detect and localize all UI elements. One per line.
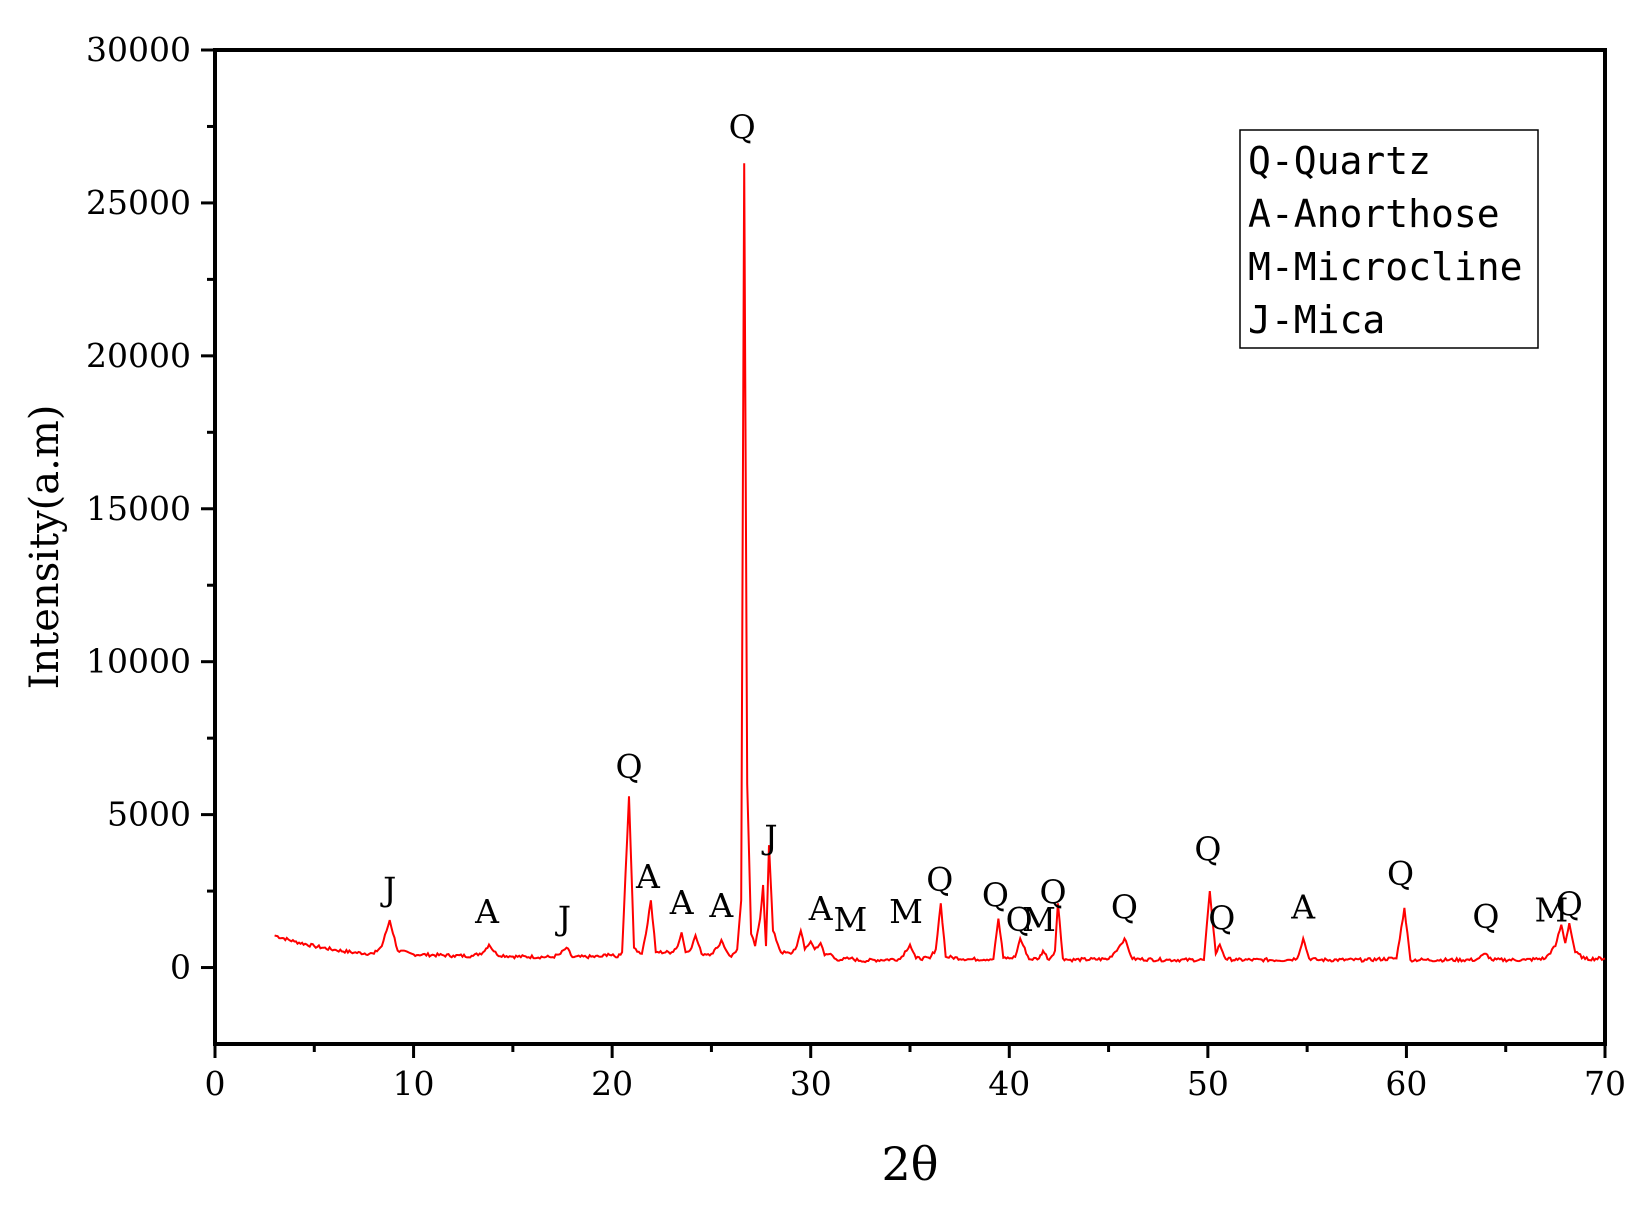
legend: Q-Quartz A-Anorthose M-Microcline J-Mica — [1239, 129, 1539, 349]
peak-label-18: Q — [1194, 829, 1221, 868]
peak-label-4: A — [635, 857, 661, 896]
peak-label-3: Q — [615, 747, 642, 786]
legend-entry-microcline: M-Microcline — [1248, 245, 1523, 289]
x-tick-label-0: 0 — [205, 1064, 226, 1103]
y-tick-label-0: 0 — [170, 948, 191, 987]
x-axis-title: 2θ — [882, 1137, 939, 1191]
y-tick-label-6: 30000 — [86, 30, 191, 69]
peak-label-16: Q — [1039, 872, 1066, 911]
x-tick-label-1: 10 — [393, 1064, 435, 1103]
peak-label-19: Q — [1208, 898, 1235, 937]
peak-label-24: Q — [1556, 885, 1583, 924]
peak-label-8: J — [761, 817, 777, 856]
peak-label-13: Q — [982, 875, 1009, 914]
peak-label-6: A — [708, 886, 734, 925]
peak-label-14: Q — [1006, 900, 1033, 939]
y-axis-title: Intensity(a.m) — [22, 405, 68, 690]
peak-label-15: M — [1022, 900, 1056, 939]
x-tick-label-2: 20 — [591, 1064, 633, 1103]
x-tick-label-6: 60 — [1385, 1064, 1427, 1103]
series-line-spectrum — [274, 163, 1606, 964]
x-tick-label-5: 50 — [1187, 1064, 1229, 1103]
x-tick-label-3: 30 — [790, 1064, 832, 1103]
peak-label-5: A — [669, 883, 695, 922]
peak-label-9: A — [808, 889, 834, 928]
peak-label-2: J — [555, 898, 571, 937]
peak-label-10: M — [834, 900, 868, 939]
peak-label-1: A — [474, 892, 500, 931]
x-tick-label-7: 70 — [1584, 1064, 1626, 1103]
y-tick-label-4: 20000 — [86, 336, 191, 375]
peak-label-0: J — [380, 869, 396, 908]
x-tick-label-4: 40 — [988, 1064, 1030, 1103]
peak-label-20: A — [1290, 888, 1316, 927]
peak-label-11: M — [889, 892, 923, 931]
legend-box — [1239, 129, 1539, 349]
y-tick-label-2: 10000 — [86, 642, 191, 681]
legend-entry-quartz: Q-Quartz — [1248, 139, 1431, 183]
legend-entry-mica: J-Mica — [1248, 298, 1385, 342]
peak-label-21: Q — [1387, 854, 1414, 893]
peak-label-22: Q — [1472, 897, 1499, 936]
peak-label-23: M — [1534, 891, 1568, 930]
peak-label-17: Q — [1111, 888, 1138, 927]
peak-label-12: Q — [926, 860, 953, 899]
peak-label-7: Q — [729, 108, 756, 147]
y-tick-label-5: 25000 — [86, 183, 191, 222]
y-axis-ticks: 0 5000 10000 15000 20000 25000 30000 — [86, 30, 215, 987]
x-axis-ticks: 0 10 20 30 40 50 60 70 — [205, 1044, 1626, 1103]
y-tick-label-1: 5000 — [107, 795, 191, 834]
legend-entry-anorthose: A-Anorthose — [1248, 192, 1500, 236]
y-tick-label-3: 15000 — [86, 489, 191, 528]
